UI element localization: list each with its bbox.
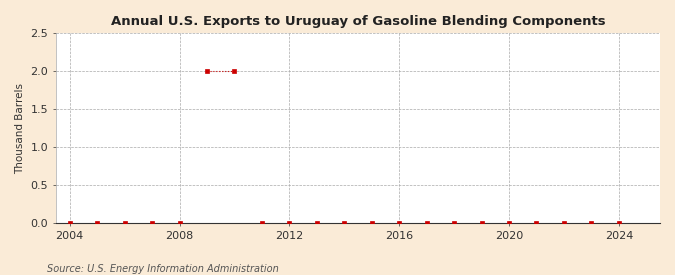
- Title: Annual U.S. Exports to Uruguay of Gasoline Blending Components: Annual U.S. Exports to Uruguay of Gasoli…: [111, 15, 605, 28]
- Y-axis label: Thousand Barrels: Thousand Barrels: [15, 83, 25, 174]
- Text: Source: U.S. Energy Information Administration: Source: U.S. Energy Information Administ…: [47, 264, 279, 274]
